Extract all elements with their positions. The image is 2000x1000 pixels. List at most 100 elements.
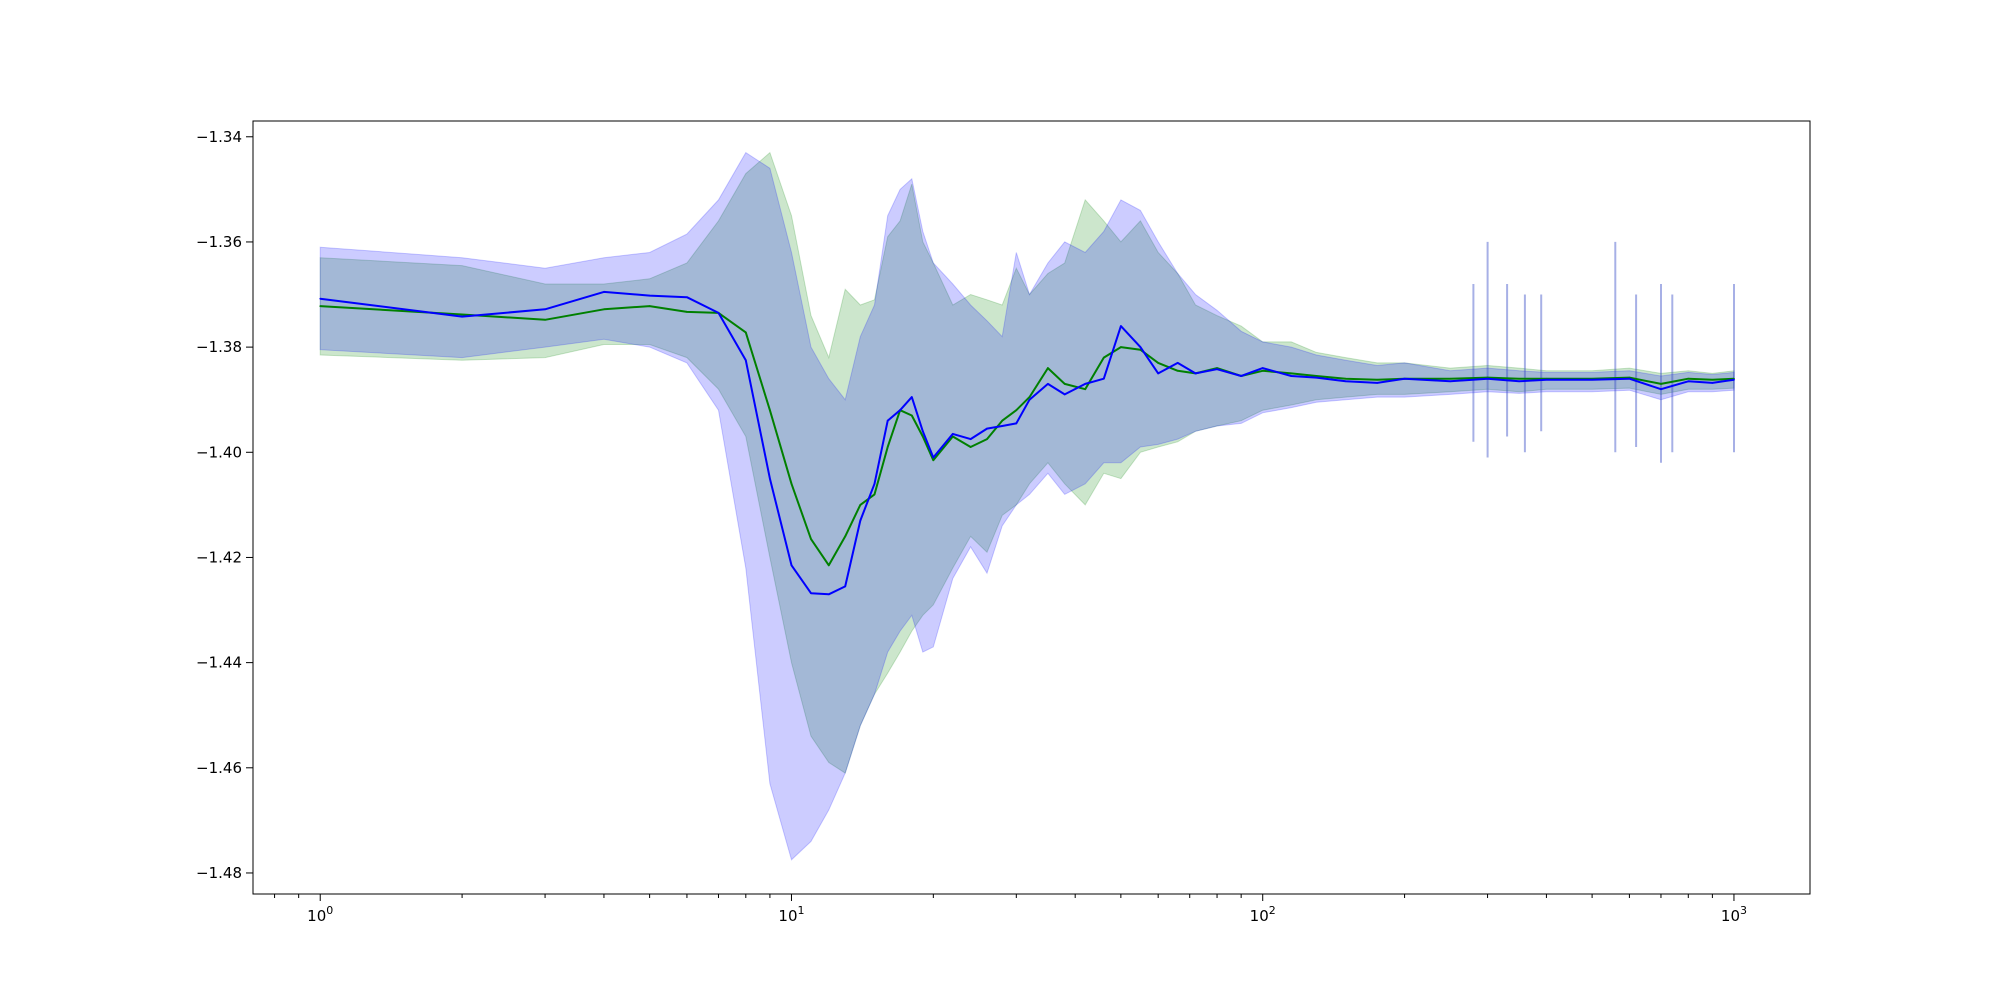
y-tick-label: −1.34 (196, 128, 242, 146)
data-point-green (1047, 367, 1049, 369)
data-point-green (648, 305, 651, 307)
data-point-blue (1216, 368, 1218, 371)
data-point-green (1290, 372, 1293, 375)
data-point-blue (1063, 393, 1066, 396)
data-point-green (544, 319, 546, 321)
data-point-green (1687, 377, 1690, 380)
data-point-green (1660, 383, 1662, 385)
band-blue (319, 151, 1735, 861)
data-point-green (844, 535, 846, 538)
data-point-blue (686, 296, 688, 299)
data-point-green (1176, 370, 1179, 372)
data-point-green (932, 459, 935, 462)
data-point-green (986, 438, 988, 440)
y-tick-label: −1.38 (196, 338, 242, 356)
data-point-green (1103, 356, 1105, 359)
data-point-green (952, 435, 954, 438)
data-point-blue (810, 592, 812, 594)
data-point-blue (717, 312, 720, 314)
x-tick-label: 100 (307, 904, 333, 925)
data-point-blue (1084, 383, 1086, 385)
data-point-green (873, 493, 876, 496)
data-point-green (1376, 378, 1378, 381)
data-point-green (828, 564, 830, 567)
data-point-blue (1660, 388, 1662, 391)
data-point-green (1518, 377, 1520, 380)
variance-spikes (1472, 241, 1735, 463)
data-point-green (790, 483, 793, 485)
x-axis: 100 101 102 103 (274, 894, 1747, 925)
data-point-blue (603, 291, 605, 293)
data-point-green (922, 435, 924, 438)
data-point-blue (1028, 398, 1031, 401)
y-tick-label: −1.44 (196, 654, 242, 672)
data-point-blue (1628, 377, 1631, 380)
data-point-blue (828, 593, 830, 596)
data-point-green (1084, 388, 1086, 391)
band-green (319, 151, 1735, 774)
data-point-blue (461, 315, 463, 318)
data-point-blue (1403, 377, 1406, 380)
data-point-blue (844, 585, 846, 588)
data-point-green (1711, 378, 1714, 381)
data-point-green (769, 409, 771, 412)
y-tick-label: −1.46 (196, 759, 242, 777)
data-point-blue (745, 359, 747, 362)
data-point-blue (1591, 378, 1593, 381)
data-point-blue (1449, 380, 1451, 383)
data-point-green (1261, 370, 1264, 372)
data-point-blue (1733, 378, 1735, 381)
data-point-blue (886, 419, 889, 422)
x-tick-label: 103 (1721, 904, 1747, 925)
data-point-green (1157, 362, 1159, 364)
data-point-blue (1344, 380, 1347, 383)
data-point-green (745, 331, 747, 334)
data-point-blue (544, 308, 546, 311)
data-point-green (1120, 346, 1122, 348)
x-tick-label: 102 (1250, 904, 1276, 925)
data-point-blue (1545, 378, 1548, 381)
data-point-blue (1139, 346, 1142, 348)
data-point-green (969, 446, 972, 448)
data-point-blue (1518, 380, 1520, 383)
data-point-green (686, 311, 688, 313)
series-lines (319, 290, 1735, 596)
data-point-blue (911, 396, 913, 398)
data-point-green (1315, 375, 1318, 377)
data-point-blue (1486, 377, 1489, 380)
y-tick-label: −1.42 (196, 548, 242, 566)
data-point-blue (648, 294, 651, 297)
data-point-blue (1015, 422, 1018, 425)
data-point-blue (1176, 362, 1179, 364)
data-point-blue (1157, 372, 1159, 375)
data-point-green (319, 305, 322, 307)
data-point-blue (790, 564, 793, 567)
y-tick-label: −1.40 (196, 443, 242, 461)
data-point-green (1015, 409, 1018, 412)
y-tick-label: −1.48 (196, 864, 242, 882)
data-point-blue (1103, 377, 1105, 380)
data-point-blue (1376, 382, 1378, 384)
data-point-blue (932, 456, 935, 459)
data-point-blue (873, 483, 876, 485)
data-point-blue (1711, 382, 1714, 384)
data-point-blue (1120, 325, 1122, 327)
data-point-green (859, 504, 862, 506)
data-point-blue (1261, 367, 1264, 369)
data-point-green (1063, 383, 1066, 385)
data-point-green (461, 313, 463, 316)
y-tick-label: −1.36 (196, 233, 242, 251)
data-point-green (1001, 419, 1003, 422)
data-point-green (1028, 396, 1031, 398)
plot-frame (252, 120, 1811, 895)
data-point-blue (1315, 376, 1318, 379)
data-point-blue (922, 430, 924, 433)
data-point-green (810, 538, 812, 540)
x-tick-label: 101 (778, 904, 804, 925)
data-point-blue (1047, 383, 1049, 385)
data-point-blue (986, 427, 988, 430)
data-point-blue (969, 438, 972, 440)
y-axis: −1.34 −1.36 −1.38 −1.40 −1.42 −1.44 −1.46 −1.48 (196, 128, 253, 882)
data-point-blue (859, 519, 862, 522)
